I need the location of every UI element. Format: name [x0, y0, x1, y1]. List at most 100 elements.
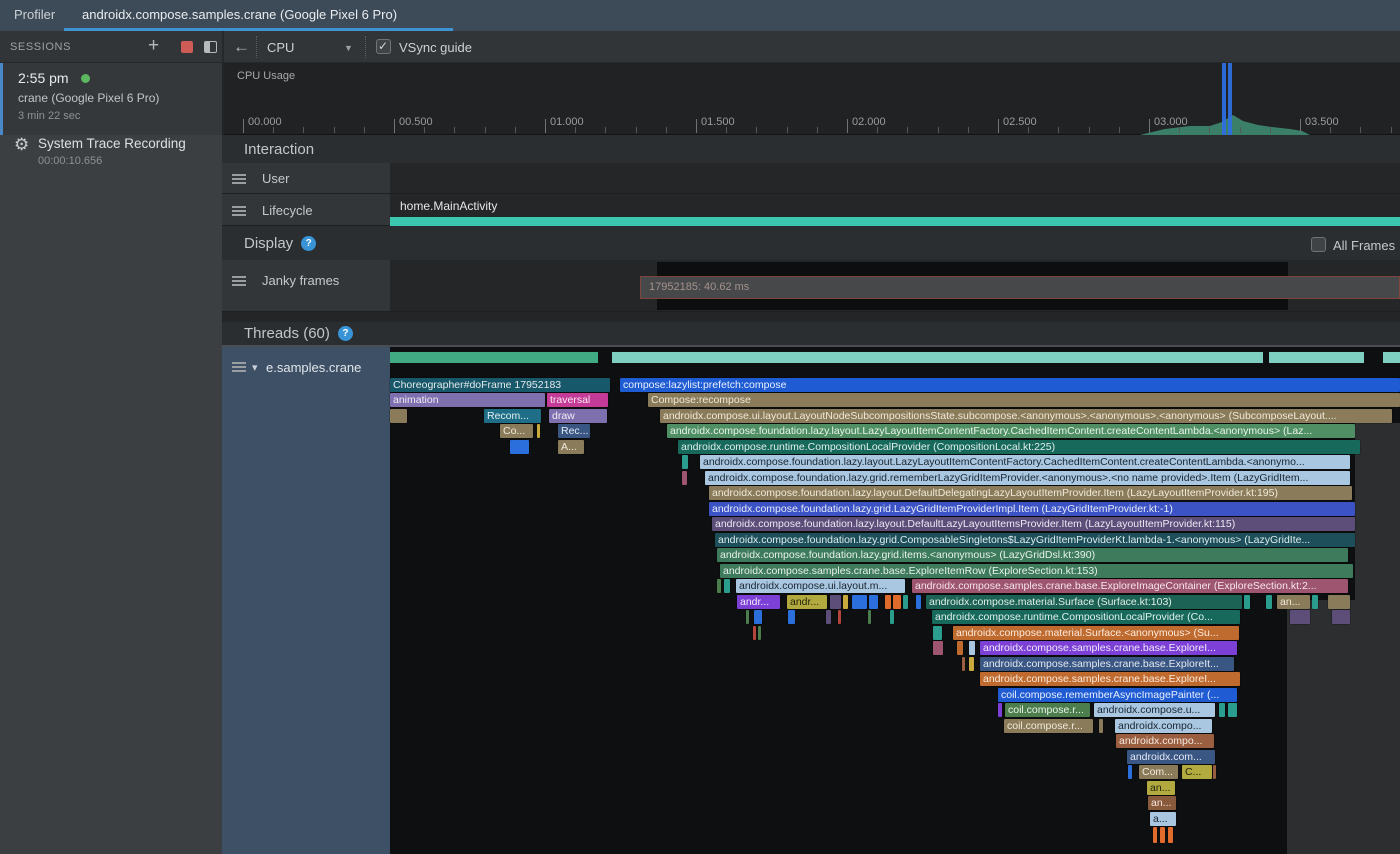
vsync-guide-checkbox[interactable]	[376, 39, 391, 54]
time-tick	[1269, 127, 1271, 133]
vsync-guide-bar	[1228, 63, 1232, 135]
thread-row-label[interactable]: e.samples.crane	[222, 347, 390, 854]
time-tick-label: 02.000	[852, 116, 886, 128]
vsync-guide-bar	[1222, 63, 1226, 135]
session-card[interactable]: 2:55 pm crane (Google Pixel 6 Pro) 3 min…	[0, 63, 222, 135]
lifecycle-track-title: Lifecycle	[262, 203, 313, 218]
collapse-panel-icon[interactable]	[204, 41, 217, 53]
time-tick	[816, 127, 818, 133]
time-tick-label: 03.000	[1154, 116, 1188, 128]
interaction-title: Interaction	[244, 140, 315, 158]
stop-recording-icon[interactable]	[181, 41, 193, 53]
time-tick	[545, 119, 546, 133]
lifecycle-event-label: home.MainActivity	[400, 199, 498, 213]
time-tick	[1360, 127, 1362, 133]
time-tick	[1149, 119, 1150, 133]
display-section-header: Display	[222, 226, 1400, 260]
session-device: crane (Google Pixel 6 Pro)	[18, 91, 160, 105]
back-arrow-icon[interactable]	[233, 35, 253, 59]
selected-janky-frame[interactable]: 17952185: 40.62 ms	[640, 276, 1400, 299]
time-tick	[424, 127, 426, 133]
time-tick	[303, 127, 305, 133]
time-tick	[273, 127, 275, 133]
toolbar-separator	[256, 36, 257, 58]
sessions-panel-title: SESSIONS	[10, 41, 72, 53]
trace-dead-region	[1287, 600, 1400, 854]
vsync-guide-label: VSync guide	[399, 40, 472, 55]
user-track-label[interactable]: User	[222, 163, 390, 194]
user-track-content[interactable]	[390, 163, 1400, 194]
time-tick-label: 03.500	[1305, 116, 1339, 128]
toolbar: SESSIONS CPU VSync guide	[0, 31, 1400, 63]
time-tick	[454, 127, 456, 133]
help-icon[interactable]	[337, 326, 353, 341]
drag-handle-icon[interactable]	[232, 362, 246, 372]
time-tick-label: 02.500	[1003, 116, 1037, 128]
time-tick	[1209, 127, 1211, 133]
chevron-down-icon[interactable]	[344, 43, 353, 53]
time-tick	[1239, 127, 1241, 133]
lifecycle-track-label[interactable]: Lifecycle	[222, 194, 390, 226]
time-tick	[726, 127, 728, 133]
time-tick	[786, 127, 788, 133]
drag-handle-icon[interactable]	[232, 174, 246, 184]
time-tick	[847, 119, 848, 133]
toolbar-divider	[222, 31, 224, 63]
time-tick	[484, 127, 486, 133]
all-frames-checkbox[interactable]	[1311, 237, 1326, 252]
time-tick	[605, 127, 607, 133]
time-tick	[575, 127, 577, 133]
collapse-thread-icon[interactable]	[252, 361, 258, 374]
time-tick	[1058, 127, 1060, 133]
help-icon[interactable]	[301, 235, 317, 251]
interaction-section-header: Interaction	[222, 135, 1400, 163]
janky-frames-track-label[interactable]: Janky frames	[222, 260, 390, 312]
time-tick-label: 00.000	[248, 116, 282, 128]
cpu-usage-track[interactable]	[224, 63, 1400, 135]
display-title: Display	[244, 234, 294, 252]
drag-handle-icon[interactable]	[232, 276, 246, 286]
user-track-title: User	[262, 171, 290, 186]
session-time: 2:55 pm	[18, 70, 69, 86]
active-tab-underline	[64, 28, 453, 31]
gear-icon	[14, 135, 34, 155]
window-title: Profiler	[14, 7, 56, 22]
time-tick-label: 00.500	[399, 116, 433, 128]
time-tick	[937, 127, 939, 133]
recording-title[interactable]: System Trace Recording	[38, 136, 186, 151]
thread-trace-area[interactable]	[390, 347, 1400, 854]
thread-name: e.samples.crane	[266, 360, 362, 375]
section-gap	[222, 312, 1400, 322]
time-tick-label: 01.000	[550, 116, 584, 128]
time-tick	[1088, 127, 1090, 133]
cpu-usage-chart	[224, 63, 1400, 135]
cpu-usage-label: CPU Usage	[237, 70, 296, 82]
time-tick	[363, 127, 365, 133]
session-duration: 3 min 22 sec	[18, 110, 81, 122]
threads-title: Threads (60)	[244, 325, 330, 342]
drag-handle-icon[interactable]	[232, 206, 246, 216]
cpu-dropdown[interactable]: CPU	[267, 40, 295, 55]
sessions-panel: 2:55 pm crane (Google Pixel 6 Pro) 3 min…	[0, 63, 222, 854]
time-tick	[514, 127, 516, 133]
time-tick	[635, 127, 637, 133]
time-tick	[1390, 127, 1392, 133]
time-tick	[998, 119, 999, 133]
add-session-icon[interactable]	[148, 35, 166, 57]
all-frames-label: All Frames	[1333, 238, 1396, 253]
thread-row-border	[222, 345, 1400, 347]
time-tick	[665, 127, 667, 133]
janky-frames-title: Janky frames	[262, 273, 340, 288]
time-tick	[1028, 127, 1030, 133]
janky-frame-info: 17952185: 40.62 ms	[649, 281, 750, 293]
lifecycle-event-bar[interactable]	[390, 217, 1400, 226]
time-tick	[333, 127, 335, 133]
toolbar-separator	[365, 36, 366, 58]
trace-dead-region	[1355, 423, 1400, 600]
time-tick	[1300, 119, 1301, 133]
time-tick-label: 01.500	[701, 116, 735, 128]
tab-session[interactable]: androidx.compose.samples.crane (Google P…	[82, 7, 398, 22]
time-tick	[243, 119, 244, 133]
time-tick	[907, 127, 909, 133]
